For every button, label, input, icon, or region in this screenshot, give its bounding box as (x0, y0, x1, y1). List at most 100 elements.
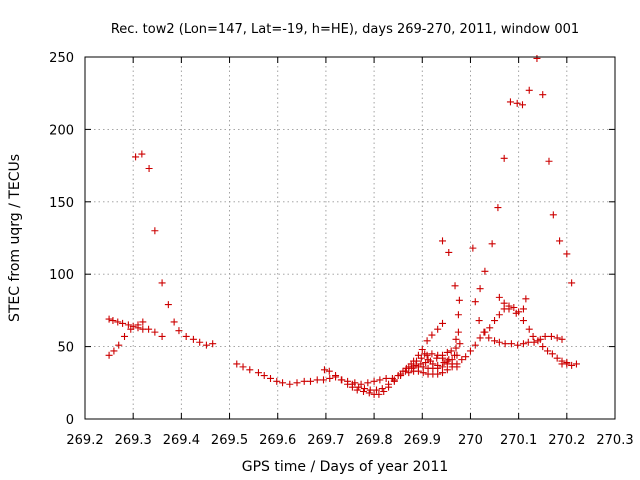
data-point (440, 359, 448, 367)
data-point (475, 317, 483, 325)
y-tick-label: 250 (49, 51, 74, 66)
data-point (127, 325, 135, 333)
data-point (202, 341, 210, 349)
data-point (476, 334, 484, 342)
data-point (541, 332, 549, 340)
data-point (539, 343, 547, 351)
data-point (348, 380, 356, 388)
x-tick-label: 270 (458, 433, 483, 448)
data-point (544, 347, 552, 355)
data-point (534, 337, 542, 345)
data-point (359, 387, 367, 395)
data-point (530, 338, 538, 346)
data-point (365, 389, 373, 397)
data-point (500, 154, 508, 162)
data-point (105, 315, 113, 323)
data-point (326, 374, 334, 382)
data-point (519, 305, 527, 313)
data-point (370, 377, 378, 385)
data-point (423, 337, 431, 345)
y-tick-label: 150 (49, 196, 74, 211)
data-point (568, 361, 576, 369)
data-point (151, 328, 159, 336)
data-point (109, 317, 117, 325)
data-point (405, 369, 413, 377)
x-tick-label: 269.2 (66, 433, 103, 448)
data-point (514, 341, 522, 349)
data-point (239, 363, 247, 371)
data-point (439, 363, 447, 371)
data-point (267, 374, 274, 382)
data-point (260, 372, 268, 380)
data-point (485, 334, 493, 342)
data-point (151, 227, 159, 235)
data-point (506, 98, 514, 106)
data-point (556, 237, 564, 245)
data-point (115, 341, 123, 349)
data-point (412, 357, 420, 365)
x-tick-label: 269.5 (211, 433, 248, 448)
data-point (505, 305, 513, 313)
data-point (196, 338, 204, 346)
data-point (182, 332, 190, 340)
data-point (545, 157, 553, 165)
data-point (471, 298, 479, 306)
data-point (553, 354, 561, 362)
chart-title: Rec. tow2 (Lon=147, Lat=-19, h=HE), days… (111, 22, 579, 37)
data-point (273, 377, 281, 385)
data-points (105, 54, 580, 398)
x-tick-label: 269.8 (355, 433, 392, 448)
data-point (417, 354, 425, 362)
data-point (547, 332, 555, 340)
data-point (448, 363, 456, 371)
data-point (518, 101, 526, 109)
data-point (548, 350, 556, 358)
data-point (402, 364, 410, 372)
data-point (439, 319, 447, 327)
data-point (380, 387, 388, 395)
y-axis-label: STEC from uqrg / TECUs (7, 154, 23, 322)
data-point (110, 347, 118, 355)
data-point (519, 340, 527, 348)
data-point (121, 332, 129, 340)
data-point (456, 340, 464, 348)
data-point (286, 380, 294, 388)
data-point (401, 367, 409, 375)
data-point (434, 351, 442, 359)
data-point (418, 345, 426, 353)
data-point (320, 376, 327, 384)
data-point (378, 385, 386, 393)
data-point (233, 360, 241, 368)
data-point (138, 150, 146, 158)
data-point (458, 356, 466, 364)
data-point (445, 248, 453, 256)
data-point (332, 372, 340, 380)
data-point (439, 354, 447, 362)
data-point (476, 285, 484, 293)
data-point (525, 86, 533, 94)
data-point (563, 359, 571, 367)
data-point (469, 244, 477, 252)
x-tick-label: 269.3 (115, 433, 152, 448)
data-point (510, 304, 518, 312)
data-point (428, 350, 436, 358)
data-point (375, 390, 383, 398)
data-point (513, 99, 521, 107)
data-point (414, 351, 422, 359)
data-point (443, 348, 451, 356)
data-point (495, 311, 503, 319)
data-point (452, 335, 460, 343)
data-point (495, 293, 503, 301)
data-point (454, 328, 462, 336)
x-axis-label: GPS time / Days of year 2011 (242, 459, 449, 475)
x-tick-label: 269.7 (307, 433, 344, 448)
x-tick-label: 269.4 (163, 433, 200, 448)
data-point (366, 386, 374, 394)
data-point (558, 360, 566, 368)
data-point (481, 328, 489, 336)
data-point (495, 338, 503, 346)
data-point (491, 337, 499, 345)
data-point (539, 91, 547, 99)
data-point (454, 311, 462, 319)
